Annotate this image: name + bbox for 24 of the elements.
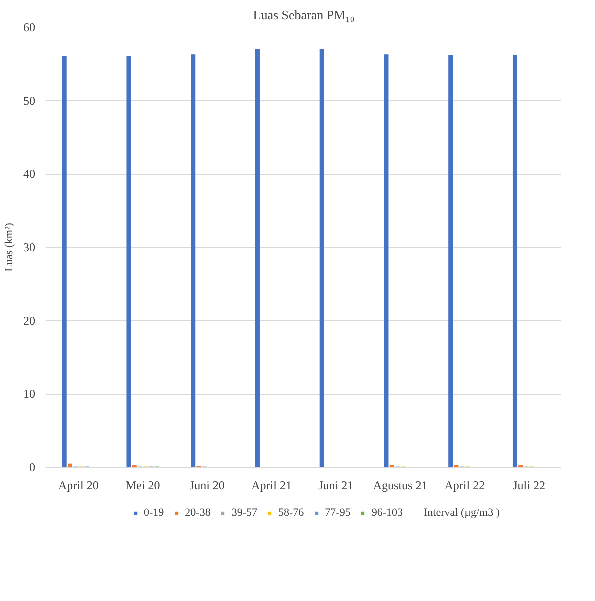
y-tick-label: 60 [24,20,36,34]
legend-label: 39-57 [232,507,258,519]
y-tick-label: 50 [24,94,36,108]
legend-label: 58-76 [278,507,304,519]
x-tick-label: Juli 22 [513,478,546,492]
legend-label: 20-38 [185,507,211,519]
legend-label: 96-103 [372,507,404,519]
x-tick-label: Agustus 21 [373,478,428,492]
y-tick-label: 10 [24,387,36,402]
y-tick-label: 20 [24,314,36,328]
x-tick-label: April 21 [252,478,292,492]
x-tick-label: April 22 [444,478,486,492]
y-tick-label: 40 [24,167,36,182]
legend-label: 0-19 [144,507,164,519]
x-tick-label: Juni 21 [318,478,354,492]
y-tick-label: 0 [30,460,36,474]
y-tick-label: 30 [24,240,36,254]
legend-label: 77-95 [325,507,351,519]
y-axis-title: Luas (km²) [4,222,16,272]
x-tick-label: Juni 20 [190,478,225,492]
legend-title: Interval (µg/m3 ) [424,507,500,519]
x-tick-label: Mei 20 [126,478,160,492]
x-tick-label: April 20 [58,478,99,492]
chart-title: Luas Sebaran PM₁₀ [253,8,355,22]
